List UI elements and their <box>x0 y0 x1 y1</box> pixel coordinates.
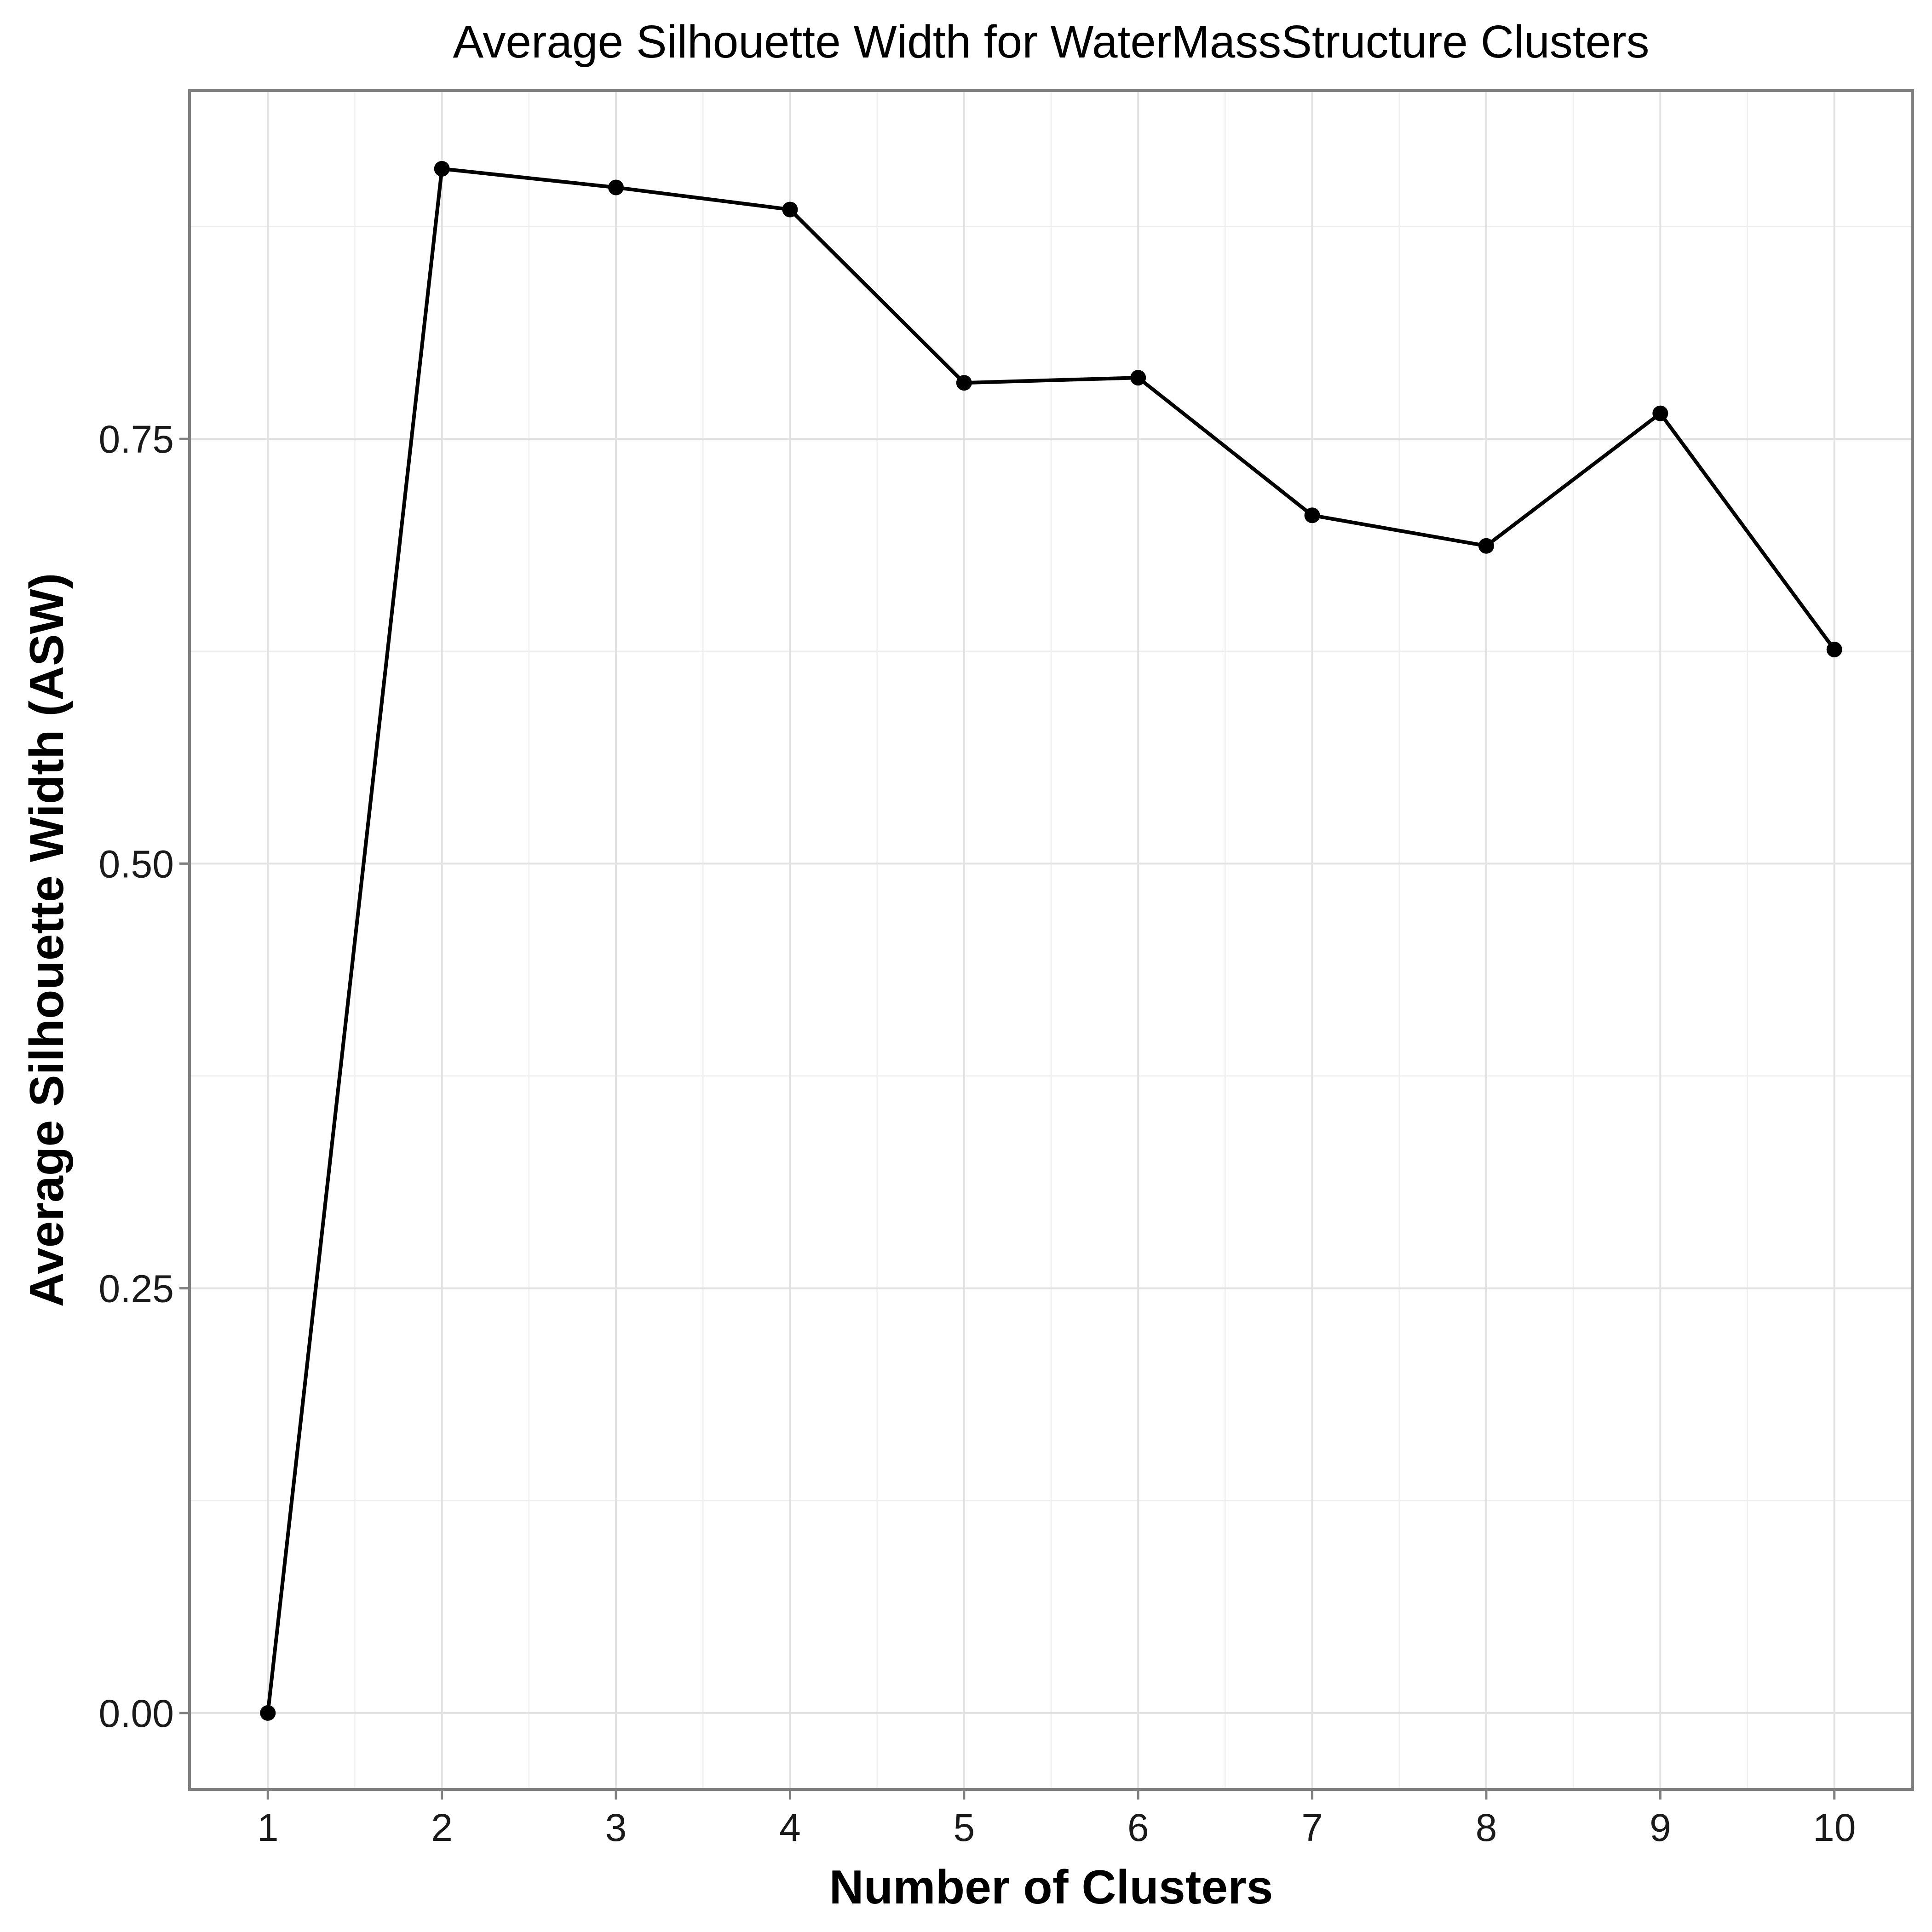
y-tick-label: 0.75 <box>99 418 174 461</box>
x-tick-label: 8 <box>1476 1806 1497 1849</box>
x-tick-label: 1 <box>257 1806 279 1849</box>
data-point <box>260 1705 276 1721</box>
data-point <box>782 201 798 218</box>
x-axis-title: Number of Clusters <box>829 1861 1273 1914</box>
data-series <box>260 161 1842 1721</box>
x-tick-label: 6 <box>1127 1806 1149 1849</box>
y-tick-label: 0.25 <box>99 1267 174 1311</box>
x-tick-label: 3 <box>605 1806 627 1849</box>
x-tick-label: 5 <box>953 1806 975 1849</box>
data-point <box>1130 370 1146 386</box>
axis-ticks: 1 2 3 4 5 6 7 8 9 10 0.00 0.25 0.50 0.75 <box>99 418 1856 1849</box>
data-point <box>434 161 450 177</box>
data-point <box>1478 538 1494 554</box>
x-tick-label: 2 <box>431 1806 453 1849</box>
series-line <box>266 167 1836 1714</box>
data-point <box>1652 405 1668 421</box>
x-tick-label: 4 <box>779 1806 801 1849</box>
data-point <box>1826 641 1842 657</box>
y-tick-label: 0.50 <box>99 842 174 886</box>
y-axis-title: Average Silhouette Width (ASW) <box>20 573 74 1307</box>
plot-panel-border <box>188 89 1914 1791</box>
x-tick-label: 10 <box>1813 1806 1856 1849</box>
x-tick-label: 9 <box>1650 1806 1671 1849</box>
data-point <box>608 179 624 196</box>
grid-lines <box>190 91 1913 1789</box>
data-point <box>956 375 972 391</box>
chart-title: Average Silhouette Width for WaterMassSt… <box>453 16 1649 68</box>
data-point <box>1304 507 1320 523</box>
y-tick-label: 0.00 <box>99 1692 174 1735</box>
x-tick-label: 7 <box>1301 1806 1323 1849</box>
